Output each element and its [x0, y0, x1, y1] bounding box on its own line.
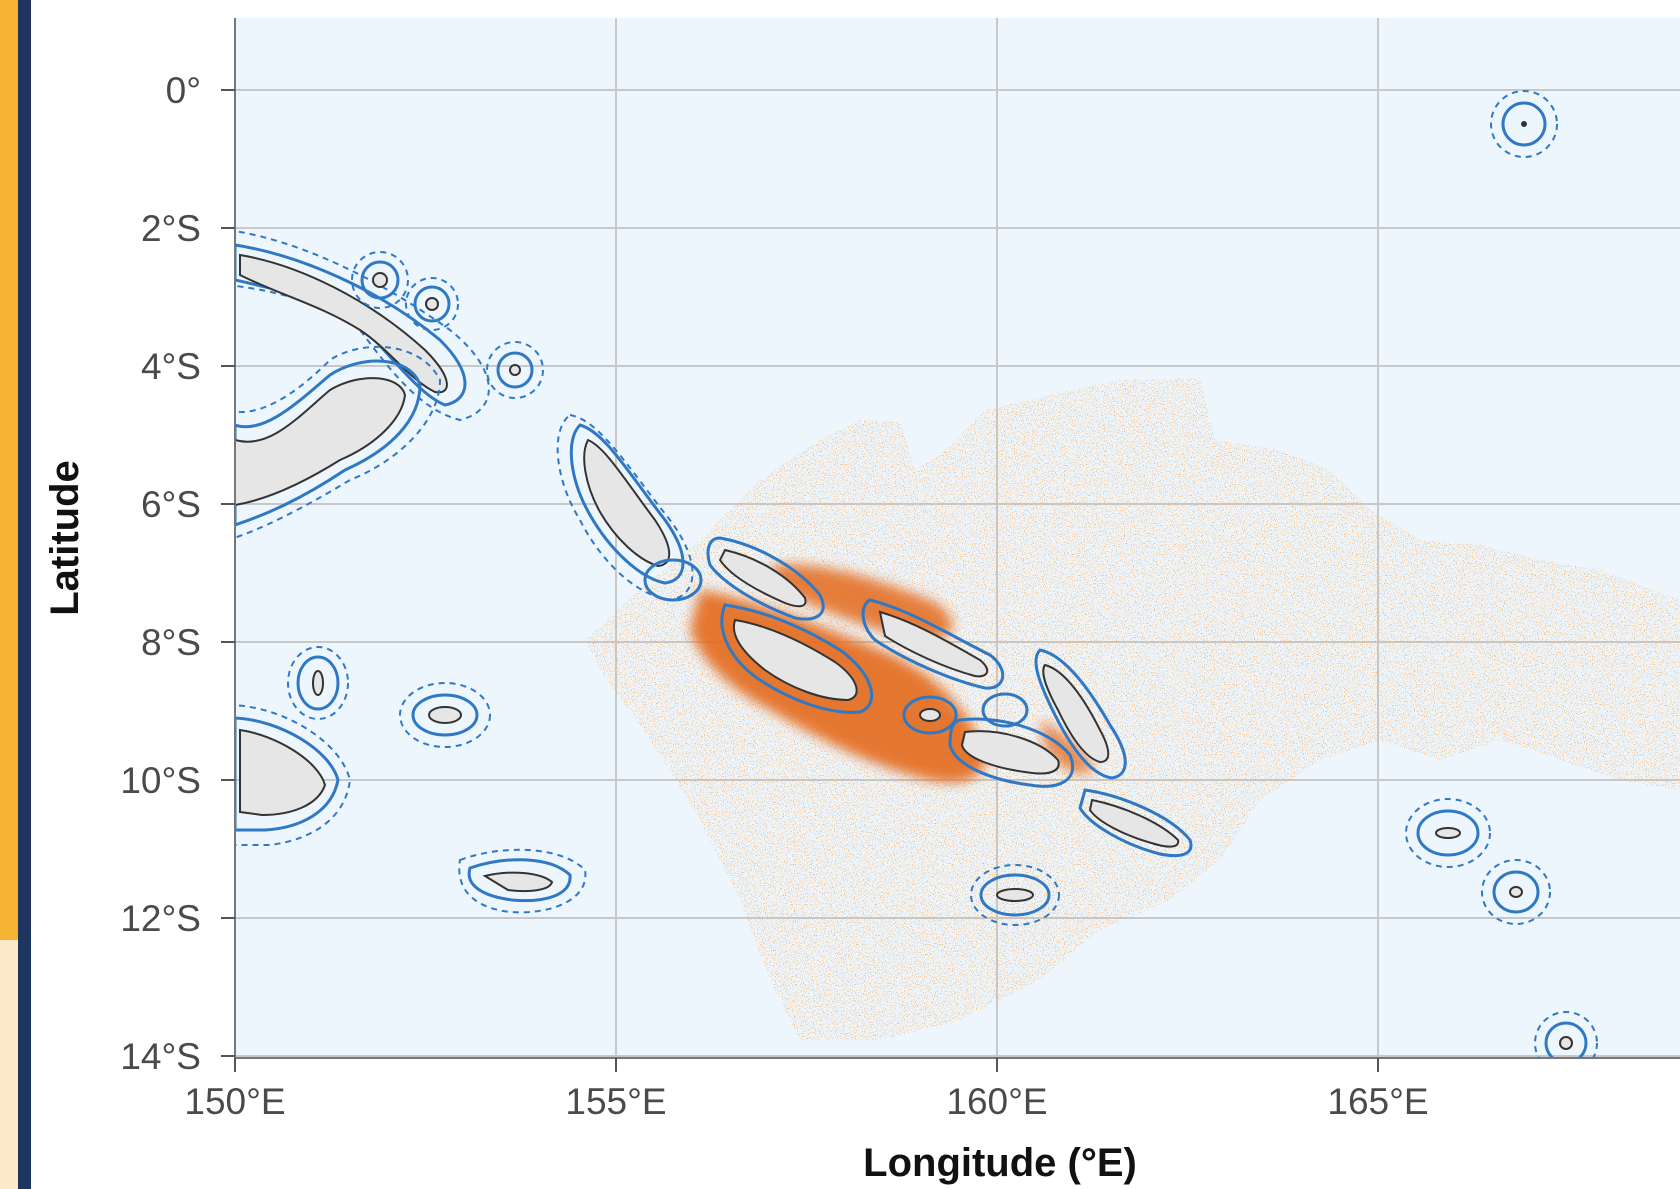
y-axis-ticks: 0° 2°S 4°S 6°S 8°S 10°S 12°S 14°S: [120, 70, 235, 1077]
density-light-region: [585, 378, 1680, 1040]
land-layer: [235, 90, 1598, 1058]
island-small-n1: [351, 251, 409, 309]
slide-frame-accent: [0, 0, 18, 1189]
island-east-2: [1481, 859, 1551, 925]
island-malaita: [1034, 648, 1127, 780]
density-dense-band-3: [1040, 720, 1095, 774]
slide-frame-accent-lower: [0, 940, 18, 1189]
island-guadalcanal: [948, 717, 1074, 788]
x-tick-label: 165°E: [1327, 1081, 1428, 1122]
island-east-1: [1405, 798, 1491, 868]
y-tick-label: 4°S: [141, 346, 201, 387]
island-west-cluster: [235, 704, 352, 846]
island-south-1: [458, 848, 587, 914]
island-nauru: [1490, 90, 1558, 158]
island-russell: [902, 695, 958, 735]
island-west-1: [287, 646, 349, 720]
y-tick-label: 6°S: [141, 484, 201, 525]
island-small-n3: [486, 341, 544, 399]
island-new-britain: [235, 345, 442, 539]
slide-frame-edge: [18, 0, 31, 1189]
y-tick-label: 12°S: [120, 898, 201, 939]
x-tick-label: 155°E: [565, 1081, 666, 1122]
y-tick-label: 8°S: [141, 622, 201, 663]
island-small-n2: [405, 277, 459, 331]
x-axis-ticks: 150°E 155°E 160°E 165°E: [184, 1058, 1429, 1122]
y-axis-title: Latitude: [43, 460, 87, 616]
island-makira: [1078, 788, 1193, 858]
island-rennell: [970, 864, 1060, 926]
island-new-ireland: [235, 230, 490, 422]
island-santa-isabel: [861, 598, 1005, 690]
island-choiseul: [706, 536, 825, 621]
y-tick-label: 2°S: [141, 208, 201, 249]
island-new-georgia: [720, 603, 874, 714]
island-shortland: [643, 558, 703, 602]
axes: [234, 18, 1680, 1059]
island-florida: [981, 692, 1029, 728]
island-east-3: [1534, 1011, 1598, 1058]
x-tick-label: 160°E: [946, 1081, 1047, 1122]
y-tick-label: 0°: [166, 70, 201, 111]
x-tick-label: 150°E: [184, 1081, 285, 1122]
x-axis-title: Longitude (°E): [863, 1141, 1137, 1185]
y-tick-label: 14°S: [120, 1036, 201, 1077]
island-west-2: [399, 682, 491, 748]
y-tick-label: 10°S: [120, 760, 201, 801]
